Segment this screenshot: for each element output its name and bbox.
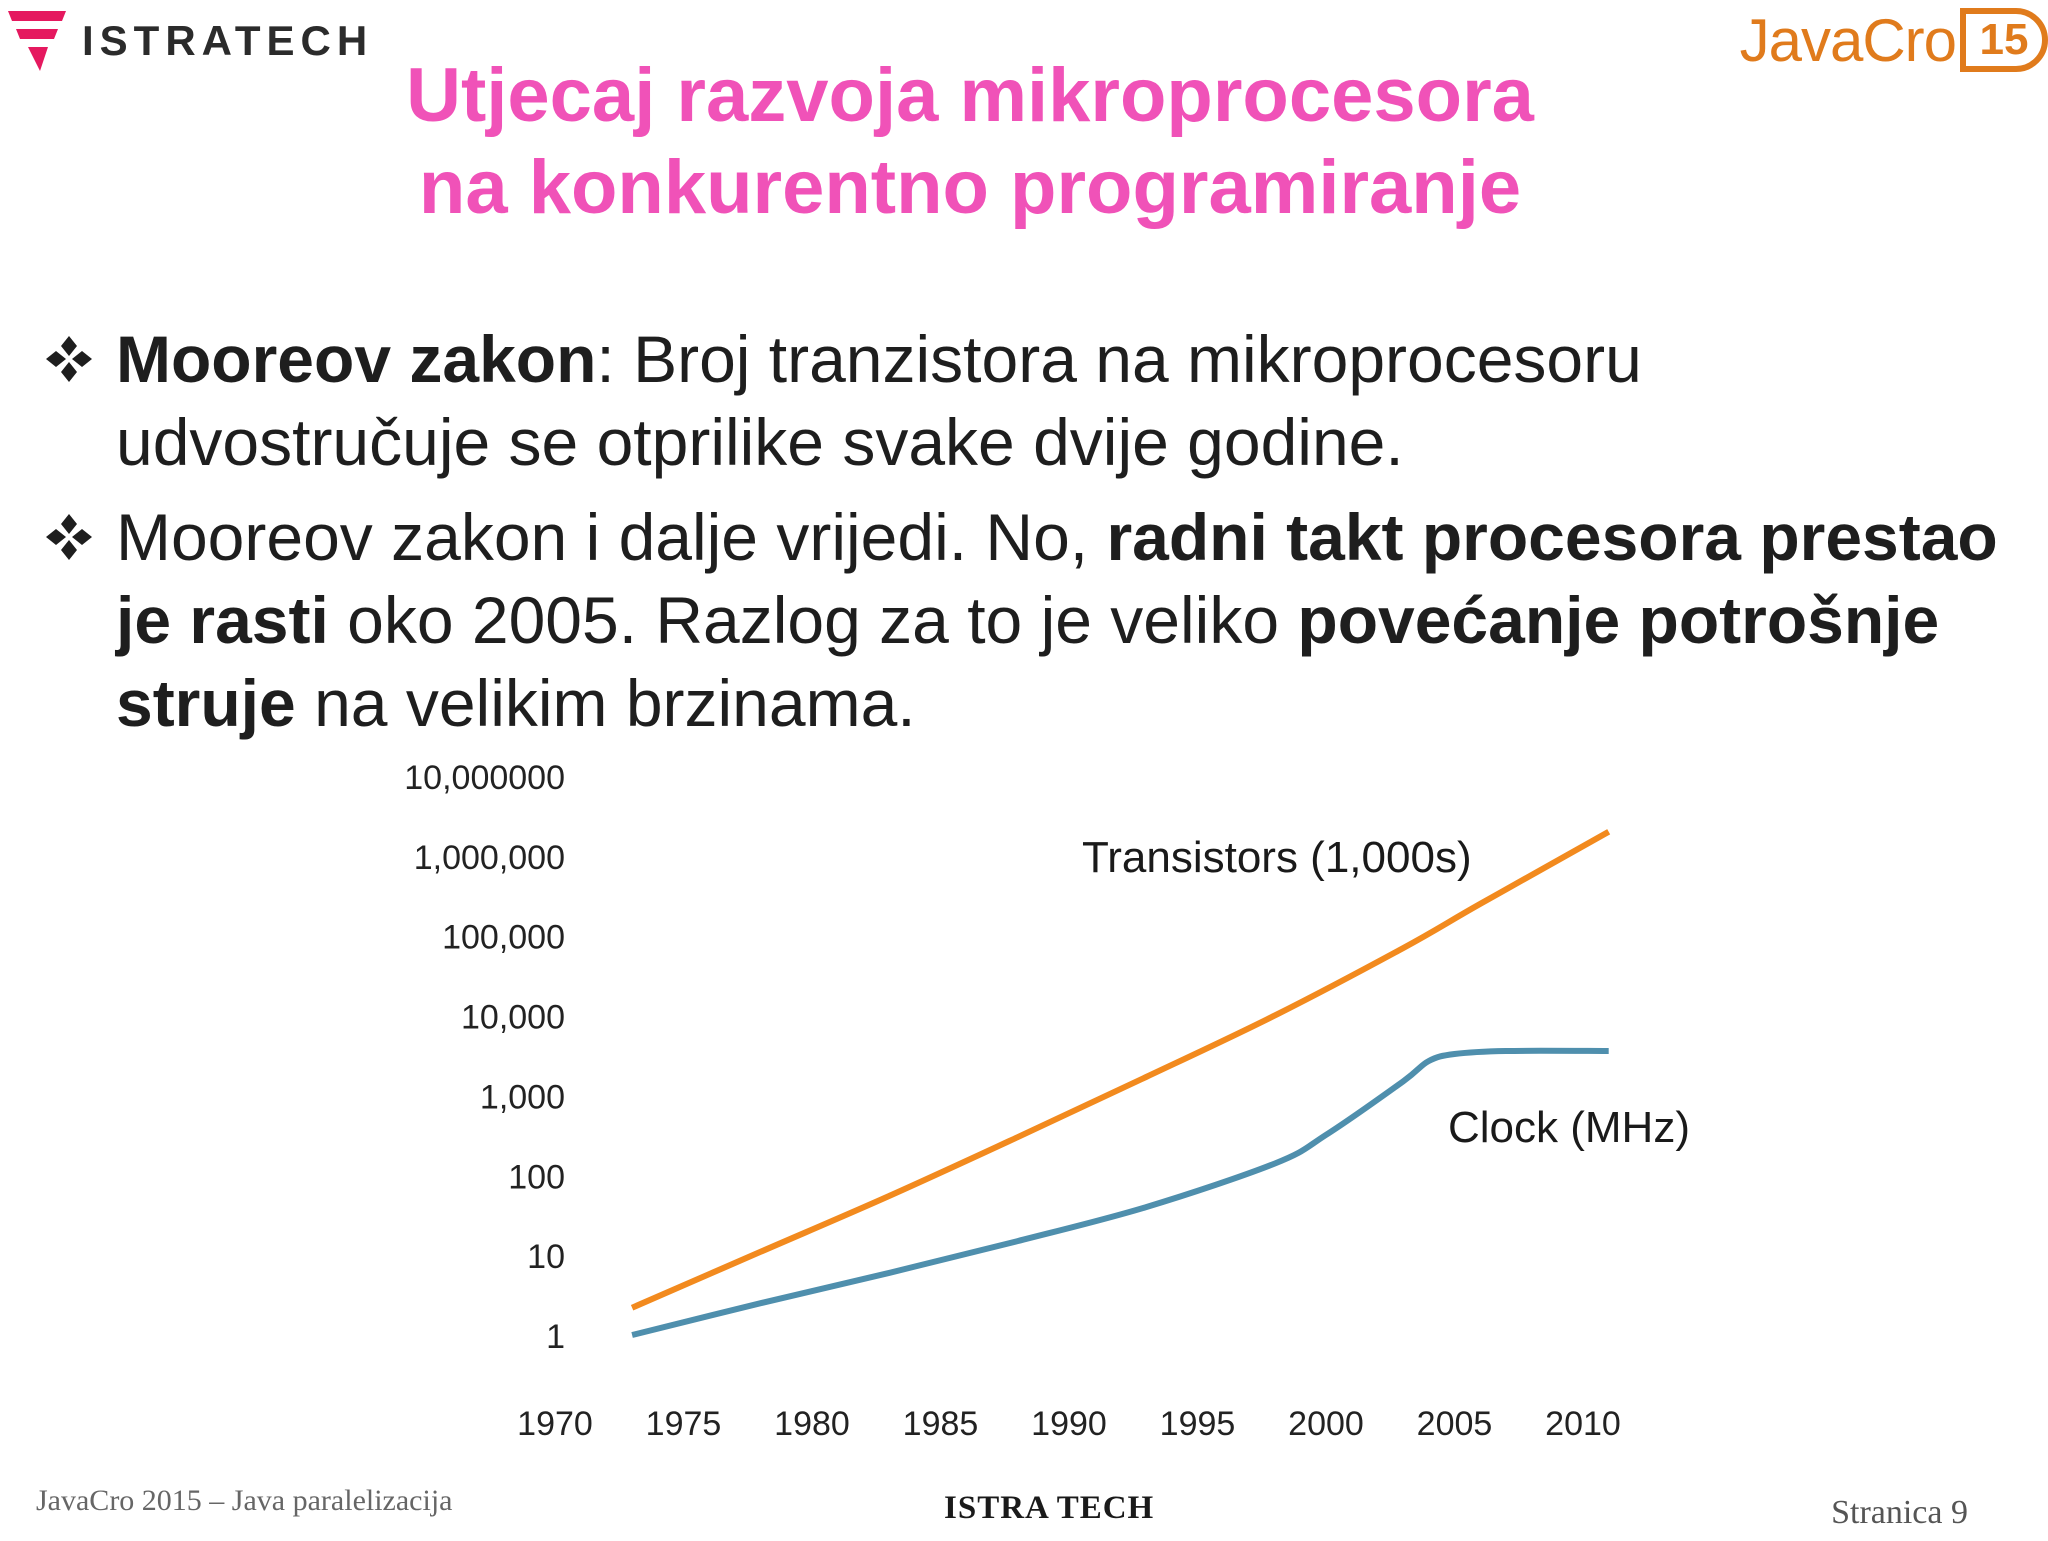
x-tick-label: 1985 [903, 1405, 979, 1443]
clock-series-label: Clock (MHz) [1448, 1103, 1690, 1152]
footer-left-text: JavaCro 2015 – Java paralelizacija [36, 1484, 453, 1517]
bullet-1-part-1: Mooreov zakon [116, 322, 597, 396]
bullet-list: Mooreov zakon: Broj tranzistora na mikro… [44, 318, 2024, 757]
series-labels: Transistors (1,000s) Clock (MHz) [1082, 833, 1690, 1152]
bullet-2-part-4: povećanje potrošnje struje [116, 583, 1940, 740]
x-tick-label: 1995 [1160, 1405, 1236, 1443]
y-tick-label: 100 [508, 1158, 565, 1196]
series-lines [630, 829, 1611, 1338]
y-tick-label: 1,000,000 [414, 839, 565, 877]
four-diamond-bullet-icon [46, 514, 92, 560]
y-tick-label: 100,000 [442, 919, 565, 957]
x-tick-label: 2010 [1545, 1405, 1621, 1443]
bullet-item-1: Mooreov zakon: Broj tranzistora na mikro… [44, 318, 2024, 484]
istratech-logo: ISTRATECH [6, 6, 373, 76]
x-tick-label: 2005 [1417, 1405, 1493, 1443]
slide-title-line-2: na konkurentno programiranje [418, 145, 1522, 230]
slide-title-line-1: Utjecaj razvoja mikroprocesora [406, 53, 1534, 138]
y-tick-label: 1,000 [480, 1078, 565, 1116]
x-tick-label: 2000 [1288, 1405, 1364, 1443]
x-axis-tick-labels: 1970 1975 1980 1985 1990 1995 2000 2005 2010 [517, 1405, 1621, 1443]
x-tick-label: 1990 [1031, 1405, 1107, 1443]
bullet-2-part-1: Mooreov zakon i dalje vrijedi. No, [116, 500, 1107, 574]
javacro-logo-badge: 15 [1960, 8, 2048, 72]
bullet-item-2: Mooreov zakon i dalje vrijedi. No, radni… [44, 496, 2024, 745]
four-diamond-bullet-icon [46, 336, 92, 382]
x-tick-label: 1975 [646, 1405, 722, 1443]
y-tick-label: 10 [527, 1238, 565, 1276]
istratech-logo-text: ISTRATECH [82, 17, 374, 64]
javacro-logo-text: JavaCro [1739, 6, 1957, 74]
y-tick-label: 10,000 [461, 999, 565, 1037]
y-axis-tick-labels: 10,000000 1,000,000 100,000 10,000 1,000 100 1… [404, 759, 565, 1356]
y-tick-label: 1 [546, 1318, 565, 1356]
istratech-logo-icon [8, 11, 66, 71]
footer-center-text: ISTRA TECH [944, 1490, 1155, 1526]
y-tick-label: 10,000000 [404, 759, 565, 797]
transistors-series-label: Transistors (1,000s) [1082, 833, 1472, 882]
javacro-logo: JavaCro 15 [1740, 4, 2048, 76]
bullet-2-part-5: na velikim brzinama. [295, 666, 916, 740]
bullet-2-part-2: radni takt procesora prestao je rasti [116, 500, 1998, 657]
slide-title: Utjecaj razvoja mikroprocesora na konkur… [300, 50, 1640, 234]
x-tick-label: 1970 [517, 1405, 593, 1443]
bullet-2-part-3: oko 2005. Razlog za to je veliko [328, 583, 1298, 657]
transistors-series-line [630, 829, 1611, 1311]
bullet-1-part-2: : Broj tranzistora na mikroprocesoru udv… [116, 322, 1642, 479]
footer-page-number: Stranica 9 [1831, 1494, 1968, 1531]
clock-series-line [631, 1047, 1609, 1338]
x-tick-label: 1980 [774, 1405, 850, 1443]
